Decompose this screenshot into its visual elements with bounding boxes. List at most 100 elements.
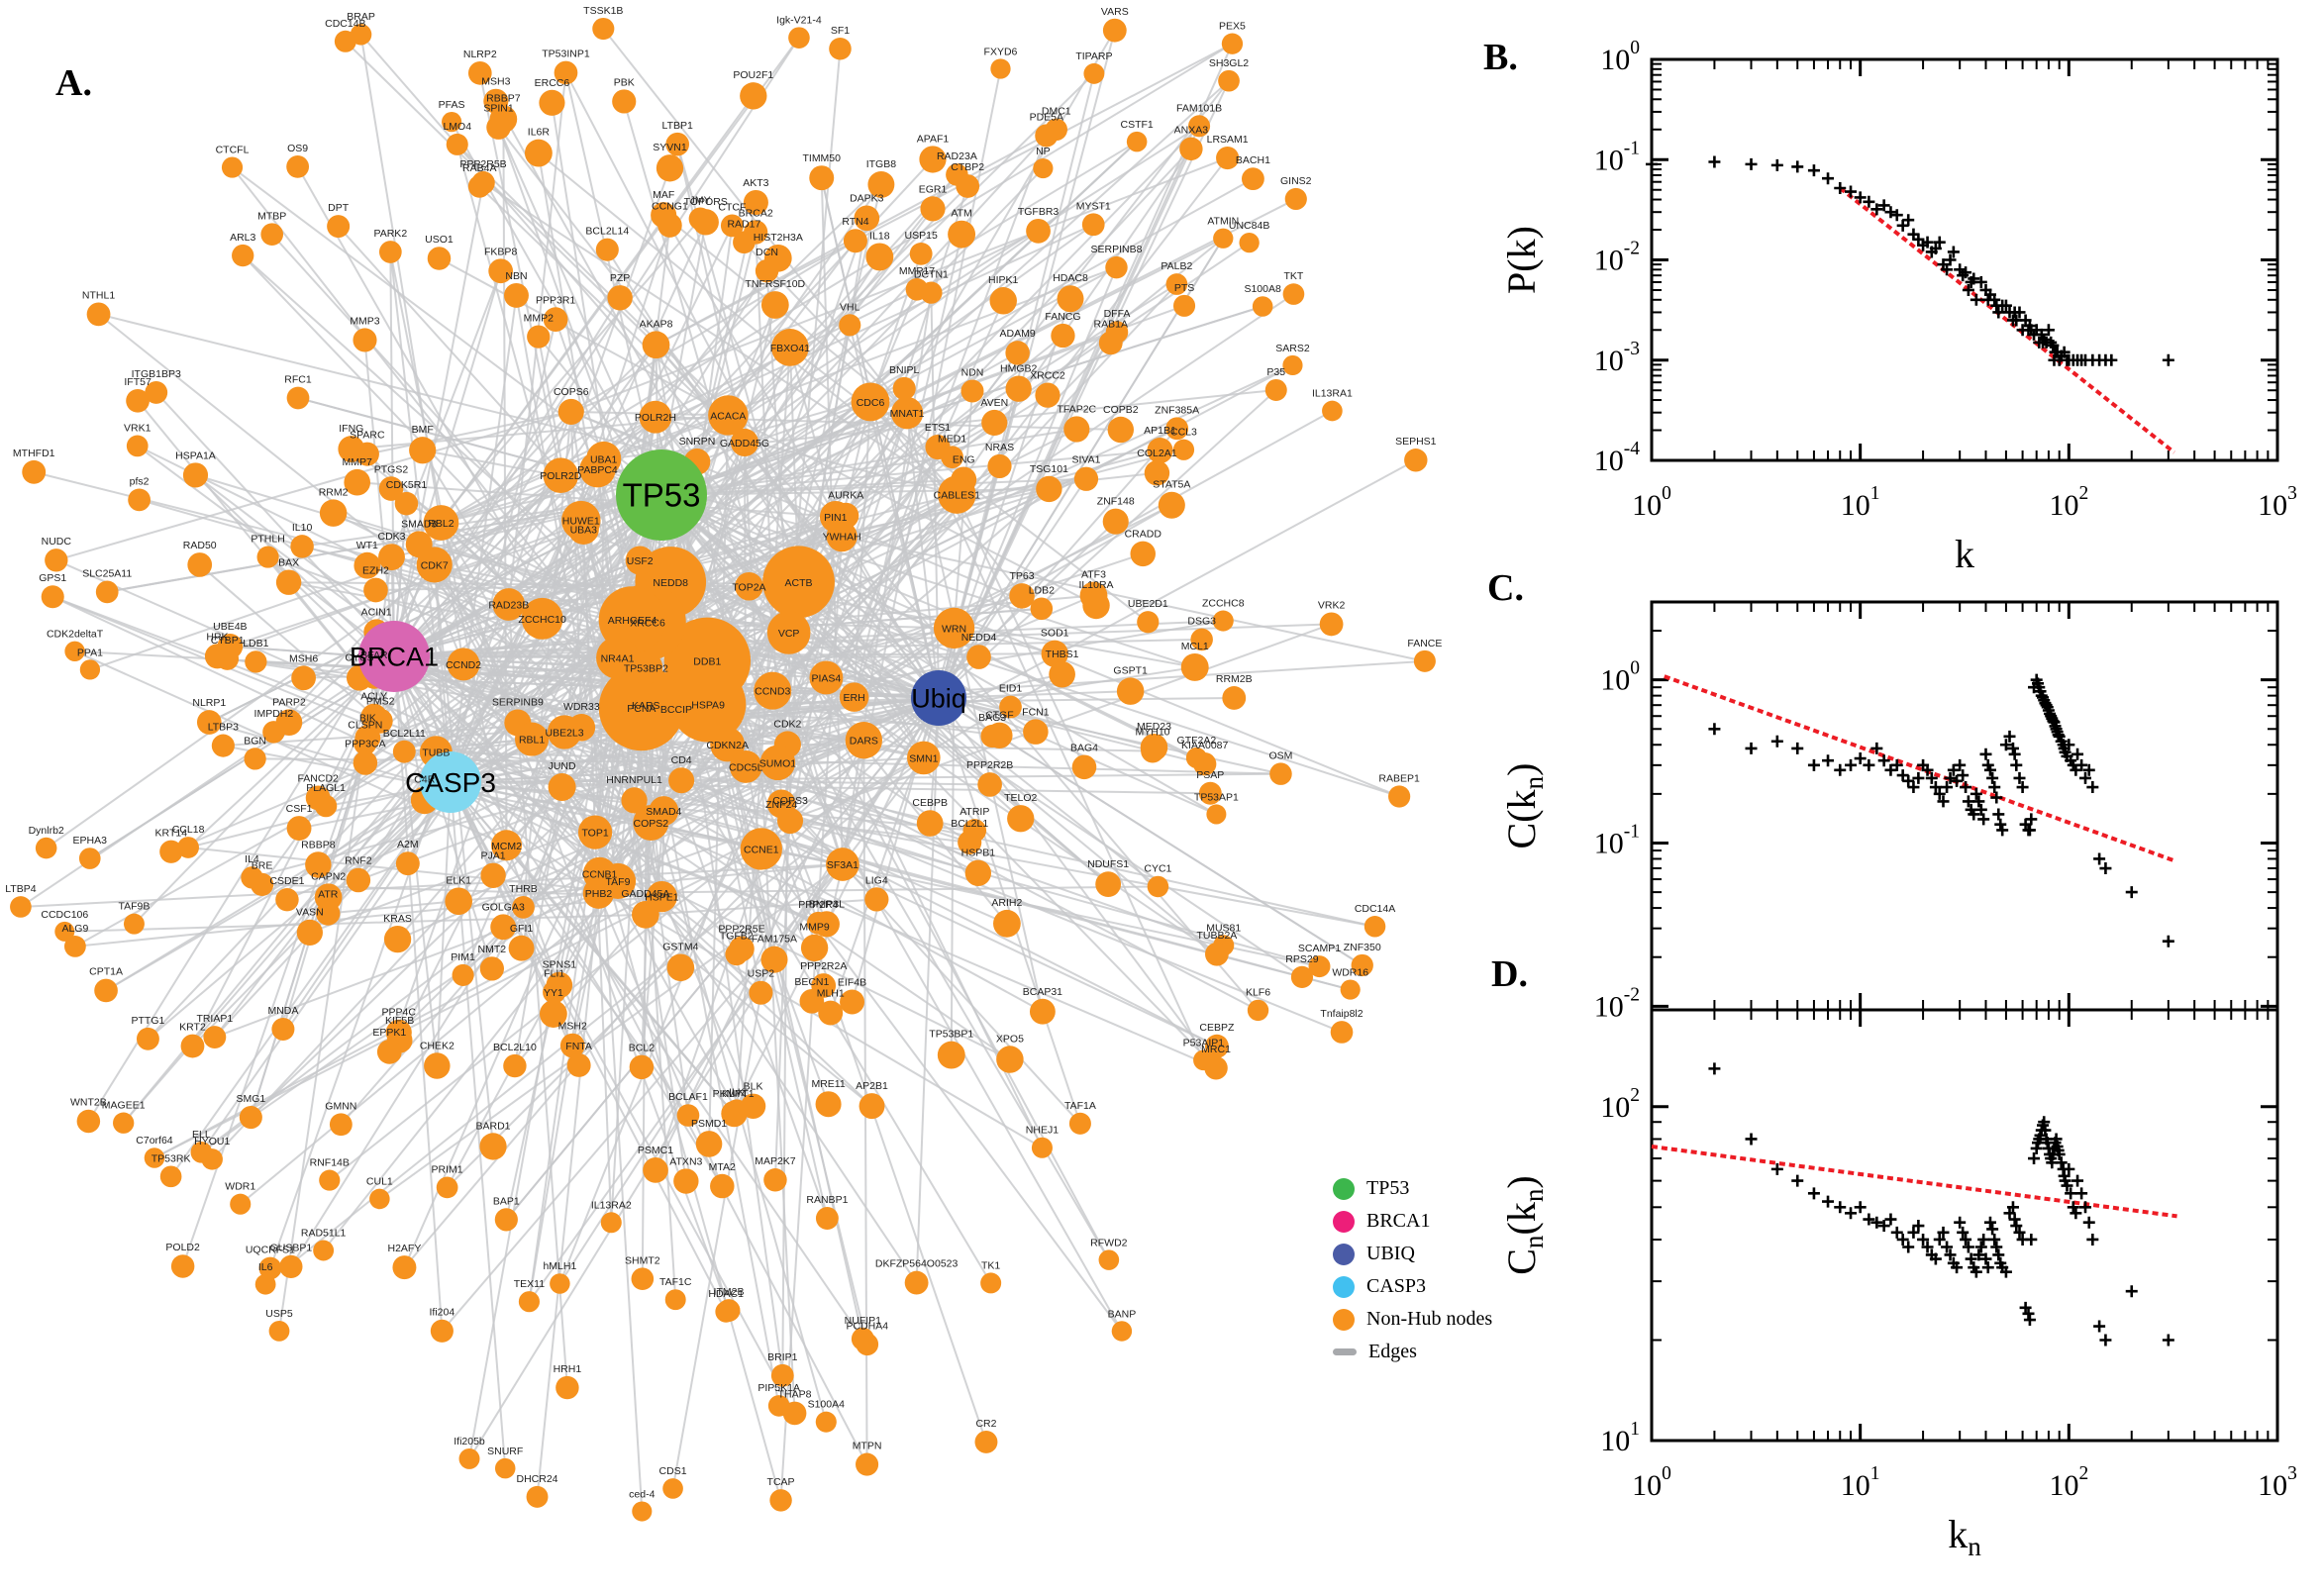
gene-label: CEBPZ — [1199, 1022, 1235, 1034]
gene-label: CDC6 — [857, 397, 885, 409]
non-hub-node — [504, 282, 529, 308]
gene-label: EZH2 — [362, 565, 389, 577]
non-hub-node — [1098, 1249, 1120, 1270]
node-circle-icon — [1333, 1308, 1355, 1331]
non-hub-node — [1222, 686, 1247, 710]
data-point — [1822, 1195, 1835, 1208]
gene-label: MNDA — [267, 1005, 298, 1017]
non-hub-node — [41, 585, 64, 609]
non-hub-node — [1319, 612, 1344, 637]
data-point — [1979, 1252, 1992, 1265]
gene-label: PPP4C — [382, 1007, 417, 1019]
non-hub-node — [1290, 965, 1314, 988]
gene-label: XPO5 — [996, 1033, 1024, 1045]
gene-label: MYST1 — [1076, 200, 1111, 212]
non-hub-node — [1073, 466, 1099, 491]
gene-label: BNIPL — [889, 364, 920, 376]
non-hub-node — [95, 580, 119, 604]
non-hub-node — [378, 241, 402, 263]
data-point — [2016, 781, 2029, 794]
edge — [580, 125, 1200, 522]
non-hub-node — [1206, 804, 1227, 825]
gene-label: RAD23B — [488, 600, 529, 612]
gene-label: CCNG1 — [652, 200, 688, 212]
non-hub-node — [1137, 611, 1160, 634]
non-hub-nodes — [10, 17, 1436, 1522]
non-hub-node — [1081, 213, 1105, 237]
data-point — [1902, 774, 1915, 787]
edge — [820, 177, 940, 699]
gene-label: MRE11 — [811, 1078, 845, 1090]
gene-label: PABPC4 — [577, 464, 618, 476]
gene-label: AP2B1 — [856, 1080, 888, 1092]
legend-label: UBIQ — [1366, 1243, 1415, 1264]
gene-label: CTBP2 — [951, 161, 984, 173]
data-point — [2061, 1179, 2073, 1192]
edge — [786, 744, 1123, 1332]
gene-label: FLI1 — [544, 967, 564, 979]
gene-label: FANCE — [1407, 638, 1442, 649]
gene-label: ced-4 — [629, 1488, 655, 1500]
data-point — [1999, 299, 2012, 312]
non-hub-node — [244, 748, 266, 770]
gene-label: SMAD3 — [401, 518, 437, 530]
data-point — [1965, 1252, 1977, 1265]
non-hub-node — [392, 1255, 417, 1280]
non-hub-node — [113, 1112, 135, 1134]
chart-D: 100 101 102 103 102 101 kn​ Cn​(kn​) — [1499, 1008, 2297, 1561]
non-hub-node — [720, 214, 744, 238]
edge — [559, 266, 1117, 477]
gene-label: AURKA — [828, 490, 863, 502]
edge — [660, 304, 1185, 496]
gene-label: BACH1 — [1236, 154, 1270, 166]
non-hub-node — [1204, 1055, 1228, 1080]
non-hub-node — [755, 258, 779, 283]
gene-label: TP53BP1 — [929, 1029, 973, 1041]
data-point — [1845, 185, 1858, 198]
data-point — [2063, 739, 2075, 751]
non-hub-node — [1033, 157, 1054, 179]
non-hub-node — [907, 741, 941, 775]
edge — [938, 80, 1230, 699]
non-hub-node — [547, 715, 582, 749]
edge — [660, 494, 1110, 1261]
gene-label: CDC14A — [1355, 903, 1395, 915]
data-point — [2065, 1187, 2077, 1200]
gene-label: PPP3CA — [345, 738, 385, 749]
data-point — [1854, 1201, 1867, 1214]
gene-label: PTGS2 — [374, 463, 409, 475]
gene-label: CR2 — [975, 1418, 996, 1430]
gene-label: JUND — [549, 760, 576, 772]
gene-label: HSPE1 — [645, 892, 679, 904]
non-hub-node — [904, 1270, 929, 1295]
non-hub-node — [725, 943, 749, 966]
data-point — [2099, 1334, 2112, 1347]
gene-label: BLK — [744, 1081, 763, 1093]
gene-label: PIP5K1A — [758, 1382, 800, 1394]
data-point — [1822, 754, 1835, 767]
gene-label: EPHA3 — [73, 835, 108, 847]
gene-label: HUWE1 — [562, 516, 600, 528]
non-hub-node — [1269, 762, 1292, 785]
data-point — [2042, 324, 2055, 337]
data-point — [1896, 769, 1909, 782]
data-point — [1944, 771, 1957, 784]
gene-label: PCNA — [627, 703, 656, 715]
non-hub-node — [1351, 953, 1373, 977]
data-point — [1970, 787, 1982, 800]
gene-label: FAM175A — [752, 934, 797, 946]
gene-label: ARIH2 — [991, 897, 1022, 909]
gene-label: PSAP — [1196, 769, 1224, 781]
non-hub-node — [305, 851, 332, 878]
gene-label: DFFA — [1104, 308, 1131, 320]
non-hub-node — [126, 388, 150, 413]
x-tick-label: 103 — [2258, 1463, 2297, 1502]
edge-line-icon — [1333, 1348, 1357, 1355]
non-hub-node — [63, 935, 86, 957]
gene-label: CDKN2A — [706, 740, 749, 751]
gene-label: ERH — [843, 692, 864, 704]
data-point — [2086, 781, 2099, 794]
non-hub-node — [445, 887, 472, 916]
gene-label: HYOU1 — [194, 1136, 230, 1147]
fit-line — [1664, 674, 2175, 863]
